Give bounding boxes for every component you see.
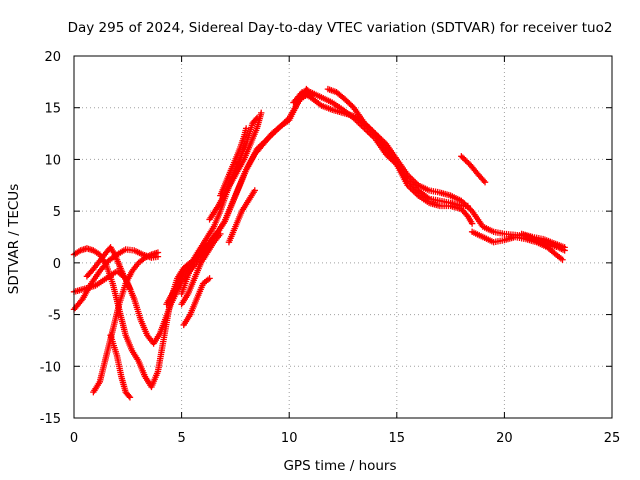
- data-point: [126, 394, 134, 401]
- data-point: [154, 249, 162, 256]
- data-point: [252, 116, 260, 123]
- axis-ticks: 0 5 10 15 20 25 -15 -10 -5 0 5 10 15 20: [40, 50, 621, 446]
- data-point: [251, 187, 258, 194]
- data-point: [253, 114, 261, 122]
- series-trace-12: [180, 275, 213, 329]
- x-tick-label: 5: [177, 431, 185, 446]
- plot-frame: [73, 55, 613, 419]
- y-tick-label: 10: [44, 153, 61, 168]
- series-trace-10: [178, 114, 261, 298]
- data-point: [242, 125, 250, 132]
- data-markers: [70, 85, 568, 401]
- chart-title: Day 295 of 2024, Sidereal Day-to-day VTE…: [68, 20, 613, 36]
- series-trace-11: [178, 230, 224, 308]
- data-point: [561, 244, 568, 251]
- y-tick-label: 15: [44, 102, 61, 117]
- series-trace-13: [225, 187, 258, 246]
- y-axis-label: SDTVAR / TECUs: [6, 184, 22, 294]
- series-trace-7: [163, 85, 317, 308]
- x-tick-label: 0: [70, 431, 78, 446]
- y-tick-label: 0: [53, 257, 61, 272]
- data-point: [481, 178, 489, 186]
- data-point: [468, 220, 476, 227]
- y-tick-label: 5: [53, 205, 61, 220]
- data-point: [480, 177, 487, 184]
- data-point: [206, 275, 213, 282]
- series-trace-15: [324, 85, 476, 227]
- series-trace-9: [217, 125, 250, 199]
- data-point: [463, 211, 470, 219]
- series-trace-16: [458, 153, 489, 186]
- data-point: [78, 297, 85, 304]
- series-trace-18: [518, 230, 568, 251]
- x-tick-label: 15: [389, 431, 406, 446]
- x-axis-label: GPS time / hours: [283, 458, 396, 474]
- x-tick-label: 25: [604, 431, 621, 446]
- series-trace-14: [290, 89, 568, 254]
- data-point: [258, 109, 265, 117]
- y-tick-label: -10: [40, 360, 61, 375]
- data-point: [126, 285, 134, 292]
- y-tick-label: -15: [40, 412, 61, 427]
- data-point: [125, 392, 133, 400]
- y-tick-label: 20: [44, 50, 61, 65]
- y-tick-label: -5: [48, 309, 61, 324]
- x-tick-label: 20: [496, 431, 513, 446]
- data-point: [217, 230, 224, 238]
- x-tick-label: 10: [281, 431, 298, 446]
- series-trace-6: [107, 332, 134, 401]
- data-point: [559, 256, 566, 263]
